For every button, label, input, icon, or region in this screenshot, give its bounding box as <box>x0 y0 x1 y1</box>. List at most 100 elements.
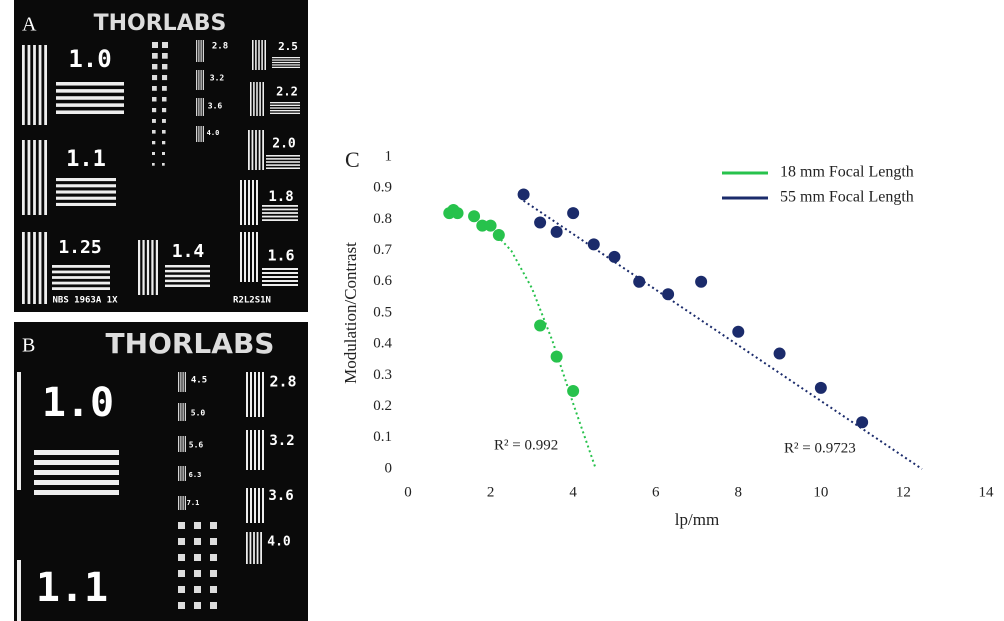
target-bar <box>181 436 183 452</box>
data-point <box>451 207 464 220</box>
target-bar <box>152 42 158 48</box>
target-bar <box>259 82 261 116</box>
data-point <box>550 350 563 363</box>
target-bar <box>199 98 201 116</box>
target-label: 1.1 <box>36 565 108 611</box>
data-point <box>732 325 745 338</box>
target-bar <box>253 82 255 116</box>
target-bar <box>162 97 167 102</box>
target-label: 7.1 <box>187 499 200 507</box>
target-bar <box>248 232 250 282</box>
panel-b: B THORLABS 1.0 1.1 2.8 3.2 3.6 4.0 4.5 5… <box>14 322 308 621</box>
target-bar <box>52 276 110 279</box>
target-bar <box>262 130 264 170</box>
target-bar <box>179 403 181 421</box>
target-bar <box>258 430 260 470</box>
logo: THORLABS <box>94 11 227 36</box>
target-bar <box>262 488 264 523</box>
target-label: 2.2 <box>276 85 298 99</box>
target-bar <box>250 430 252 470</box>
target-bar <box>255 40 257 70</box>
y-tick-label: 0.2 <box>373 398 392 414</box>
target-bar <box>258 488 260 523</box>
target-bar <box>17 372 21 490</box>
target-label: 2.5 <box>278 40 298 53</box>
target-bar <box>56 190 116 194</box>
target-label: 1.25 <box>58 237 101 258</box>
data-point <box>695 275 708 288</box>
target-bar <box>203 126 204 142</box>
chart-c: C lp/mm Modulation/Contrast 0 2 4 6 8 10 12 140… <box>341 147 994 529</box>
target-bar <box>250 82 252 116</box>
target-bar <box>142 240 145 295</box>
target-bar <box>185 403 186 421</box>
target-label: 3.2 <box>269 433 294 449</box>
target-bar <box>194 602 201 609</box>
target-bar <box>34 470 119 475</box>
target-bar <box>262 268 298 270</box>
x-axis-label: lp/mm <box>675 510 719 529</box>
target-bar <box>262 372 264 417</box>
target-bar <box>178 522 185 529</box>
target-bar <box>185 372 186 392</box>
trendline <box>523 199 923 470</box>
target-bar <box>178 436 179 452</box>
target-bar <box>256 180 258 225</box>
target-bar <box>260 532 262 564</box>
target-bar <box>197 70 199 90</box>
target-bar <box>249 532 252 564</box>
x-tick-label: 10 <box>813 484 828 500</box>
target-bar <box>248 130 250 170</box>
target-bar <box>194 522 201 529</box>
target-bar <box>203 70 204 90</box>
data-point <box>567 207 580 220</box>
target-bar <box>194 570 201 577</box>
target-label: 4.0 <box>267 535 291 550</box>
target-bar <box>203 98 204 116</box>
target-bar <box>165 279 210 283</box>
target-bar <box>251 130 254 170</box>
target-bar <box>262 215 298 218</box>
target-bar <box>178 372 179 392</box>
target-bar <box>196 98 197 116</box>
target-bar <box>52 281 110 285</box>
target-bar <box>138 240 141 295</box>
data-point <box>517 188 530 201</box>
x-tick-label: 12 <box>896 484 911 500</box>
target-bar <box>272 64 300 66</box>
y-tick-label: 0.6 <box>373 273 392 289</box>
target-footer: NBS 1963A 1X <box>52 296 118 306</box>
target-bar <box>185 436 186 452</box>
target-bar <box>199 70 201 90</box>
target-bar <box>266 158 300 160</box>
target-bar <box>262 284 298 286</box>
logo: THORLABS <box>106 327 275 360</box>
target-bar <box>165 284 210 287</box>
target-bar <box>44 140 47 215</box>
target-label: 5.6 <box>189 441 204 450</box>
y-tick-label: 0.7 <box>373 242 392 258</box>
target-bar <box>152 86 157 91</box>
target-bar <box>196 40 197 62</box>
target-bar <box>162 42 168 48</box>
target-bar <box>181 403 183 421</box>
target-bar <box>152 141 156 145</box>
x-tick-label: 8 <box>735 484 743 500</box>
target-bar <box>183 436 185 452</box>
target-bar <box>183 403 185 421</box>
y-tick-label: 0.9 <box>373 180 392 196</box>
target-bar <box>199 40 201 62</box>
target-bar <box>17 560 21 621</box>
x-tick-label: 0 <box>404 484 412 500</box>
target-bar <box>264 40 266 70</box>
panel-a: A THORLABS 1.0 1.1 1.25 1.4 1.6 1.8 2.0 … <box>14 0 308 312</box>
target-bar <box>179 436 181 452</box>
target-label: 2.8 <box>212 42 228 52</box>
target-bar <box>197 126 199 142</box>
r-squared-label: R² = 0.9723 <box>784 440 856 456</box>
data-point <box>468 210 481 223</box>
data-point <box>587 238 600 251</box>
target-bar <box>22 45 25 125</box>
target-bar <box>210 602 217 609</box>
target-bar <box>203 40 204 62</box>
